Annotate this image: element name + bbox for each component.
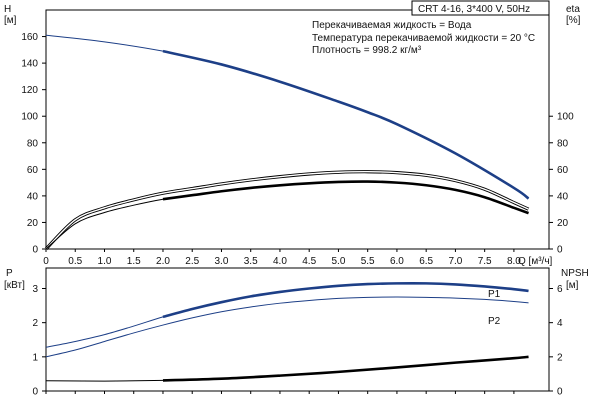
p-axis-unit: [кВт] (4, 280, 25, 291)
h-axis-unit: [м] (4, 15, 17, 26)
curve-top-1-inner (45, 171, 529, 250)
x-tick-label: 6.0 (390, 256, 404, 267)
left-tick-label: 100 (21, 112, 38, 123)
npsh-axis-unit: [м] (566, 280, 579, 291)
left-tick-label: 0 (32, 245, 38, 256)
x-tick-label: 7.0 (448, 256, 462, 267)
left-tick-label: 140 (21, 59, 38, 70)
x-tick-label: 0.5 (68, 256, 82, 267)
left-tick-label: 20 (27, 218, 39, 229)
right-tick-label: 80 (557, 138, 569, 149)
x-tick-label: 8.0 (507, 256, 521, 267)
curve-bottom-1 (45, 296, 529, 358)
left-tick-label: 1 (32, 352, 38, 363)
x-tick-label: 7.5 (478, 256, 492, 267)
q-axis-label: Q [м³/ч] (518, 256, 553, 267)
curve-bottom-2-thin (45, 356, 529, 382)
left-tick-label: 0 (32, 387, 38, 398)
eta-axis-label: eta (566, 4, 580, 15)
info-line-temperature: Температура перекачиваемой жидкости = 20… (312, 33, 535, 44)
plot-frame-head (45, 9, 550, 250)
right-tick-label: 4 (557, 318, 563, 329)
chart-title: CRT 4-16, 3*400 V, 50Hz (418, 4, 530, 15)
chart-frames (45, 9, 550, 392)
left-tick-label: 60 (27, 165, 39, 176)
curve-top-1-outer (44, 170, 530, 251)
left-tick-label: 2 (32, 318, 38, 329)
right-tick-label: 0 (557, 245, 563, 256)
right-tick-label: 0 (557, 387, 563, 398)
npsh-axis-label: NPSH (561, 268, 589, 279)
axis-ticks: 0204060801001201401600204060801000123024… (21, 32, 574, 397)
curve-bottom-2-thick (162, 355, 529, 382)
x-tick-label: 5.0 (331, 256, 345, 267)
curve-top-0-thick (162, 49, 530, 200)
curve-top-2-thin (45, 181, 529, 250)
series-label-p1: P1 (488, 289, 501, 300)
x-tick-label: 4.5 (302, 256, 316, 267)
title-box (411, 0, 550, 16)
p-axis-label: P (6, 268, 13, 279)
right-tick-label: 20 (557, 218, 569, 229)
curves (44, 34, 530, 382)
x-tick-label: 2.0 (156, 256, 170, 267)
x-tick-label: 0 (43, 256, 49, 267)
info-line-fluid: Перекачиваемая жидкость = Вода (312, 20, 472, 31)
x-tick-label: 1.5 (127, 256, 141, 267)
x-tick-label: 2.5 (185, 256, 199, 267)
curve-top-0-thin (45, 34, 529, 199)
series-label-p2: P2 (488, 316, 501, 327)
x-tick-label: 1.0 (98, 256, 112, 267)
right-tick-label: 60 (557, 165, 569, 176)
curve-top-2-thick (162, 180, 529, 215)
h-axis-label: H (4, 4, 11, 15)
curve-bottom-0-thick (162, 281, 529, 319)
right-tick-label: 40 (557, 191, 569, 202)
x-tick-label: 4.0 (273, 256, 287, 267)
right-tick-label: 2 (557, 352, 563, 363)
x-tick-label: 3.5 (244, 256, 258, 267)
left-tick-label: 80 (27, 138, 39, 149)
left-tick-label: 120 (21, 85, 38, 96)
info-line-density: Плотность = 998.2 кг/м³ (312, 45, 422, 56)
x-tick-label: 3.0 (215, 256, 229, 267)
x-tick-label: 5.5 (361, 256, 375, 267)
left-tick-label: 3 (32, 284, 38, 295)
x-tick-label: 6.5 (419, 256, 433, 267)
left-tick-label: 160 (21, 32, 38, 43)
right-tick-label: 100 (557, 112, 574, 123)
plot-frame-power (45, 267, 550, 392)
right-tick-label: 6 (557, 284, 563, 295)
left-tick-label: 40 (27, 191, 39, 202)
eta-axis-unit: [%] (566, 15, 581, 26)
